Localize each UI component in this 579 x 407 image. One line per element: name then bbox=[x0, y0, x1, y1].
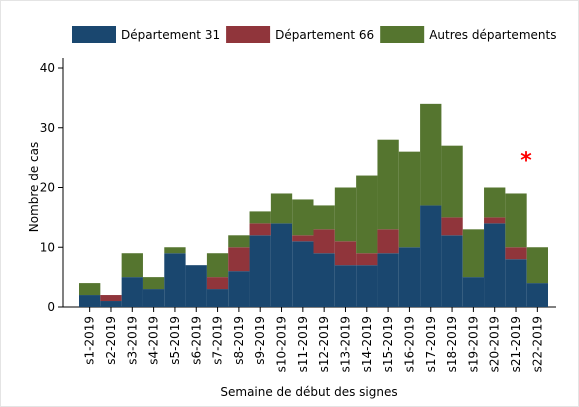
x-tick-label: s19-2019 bbox=[466, 316, 480, 372]
bar-segment bbox=[79, 283, 101, 296]
bar-segment bbox=[164, 247, 186, 254]
bar-segment bbox=[334, 241, 357, 266]
bar-segment bbox=[356, 175, 378, 254]
bar-segment bbox=[228, 247, 250, 272]
bar-segment bbox=[398, 247, 421, 307]
bar-segment bbox=[334, 187, 357, 242]
legend-swatch bbox=[72, 26, 116, 43]
bar-segment bbox=[185, 265, 207, 307]
x-tick-label: s1-2019 bbox=[83, 316, 97, 365]
bar-segment bbox=[313, 253, 335, 307]
legend-swatch bbox=[226, 26, 271, 43]
bar-segment bbox=[100, 301, 122, 307]
annotation: * bbox=[520, 149, 532, 174]
bar-segment bbox=[526, 283, 548, 307]
x-tick-label: s14-2019 bbox=[360, 316, 374, 372]
bar-segment bbox=[270, 193, 293, 224]
bar-segment bbox=[100, 295, 122, 302]
x-tick-label: s12-2019 bbox=[317, 316, 331, 372]
bar-segment bbox=[505, 247, 527, 260]
bar-segment bbox=[505, 259, 527, 307]
bar-segment bbox=[292, 241, 314, 307]
bar-segment bbox=[142, 277, 165, 290]
bar-segment bbox=[377, 229, 399, 254]
y-tick-label: 10 bbox=[40, 240, 55, 254]
bar-segment bbox=[398, 151, 421, 248]
bar-segment bbox=[228, 235, 250, 248]
bar-segment bbox=[462, 229, 485, 278]
bar-segment bbox=[441, 217, 463, 236]
bar-segment bbox=[420, 103, 442, 206]
bar-segment bbox=[249, 211, 271, 224]
x-tick-label: s22-2019 bbox=[530, 316, 544, 372]
x-tick-label: s8-2019 bbox=[232, 316, 246, 365]
bar-segment bbox=[313, 205, 335, 230]
bar-segment bbox=[441, 145, 463, 218]
legend-label: Autres départements bbox=[429, 28, 556, 42]
x-tick-label: s10-2019 bbox=[275, 316, 289, 372]
bar-segment bbox=[484, 217, 506, 224]
legend-label: Département 31 bbox=[121, 28, 220, 42]
x-tick-label: s7-2019 bbox=[211, 316, 225, 365]
bar-segment bbox=[356, 253, 378, 266]
x-tick-label: s13-2019 bbox=[338, 316, 352, 372]
bar-segment bbox=[377, 139, 399, 230]
x-tick-label: s5-2019 bbox=[168, 316, 182, 365]
x-tick-label: s4-2019 bbox=[147, 316, 161, 365]
y-tick-label: 0 bbox=[47, 300, 55, 314]
x-tick-label: s21-2019 bbox=[509, 316, 523, 372]
legend-swatch bbox=[380, 26, 425, 43]
y-tick-label: 20 bbox=[40, 181, 55, 195]
bar-segment bbox=[270, 223, 293, 307]
bar-segment bbox=[313, 229, 335, 254]
bar-segment bbox=[420, 205, 442, 307]
bar-segment bbox=[142, 289, 165, 307]
bar-segment bbox=[206, 253, 229, 278]
bar-segment bbox=[228, 271, 250, 307]
bar-segment bbox=[462, 277, 485, 307]
x-tick-label: s11-2019 bbox=[296, 316, 310, 372]
bar-segment bbox=[484, 223, 506, 307]
x-tick-label: s16-2019 bbox=[402, 316, 416, 372]
x-tick-label: s15-2019 bbox=[381, 316, 395, 372]
bar-segment bbox=[334, 265, 357, 307]
x-tick-label: s3-2019 bbox=[125, 316, 139, 365]
legend-label: Département 66 bbox=[275, 28, 374, 42]
x-tick-label: s17-2019 bbox=[424, 316, 438, 372]
bar-segment bbox=[505, 193, 527, 248]
x-tick-label: s20-2019 bbox=[488, 316, 502, 372]
bar-segment bbox=[206, 289, 229, 307]
x-tick-label: s6-2019 bbox=[189, 316, 203, 365]
bar-segment bbox=[377, 253, 399, 307]
bar-segment bbox=[249, 235, 271, 307]
bar-segment bbox=[164, 253, 186, 307]
y-tick-label: 40 bbox=[40, 61, 55, 75]
bar-segment bbox=[292, 199, 314, 236]
y-axis-label: Nombre de cas bbox=[27, 142, 41, 233]
bar-segment bbox=[121, 253, 143, 278]
y-tick-label: 30 bbox=[40, 121, 55, 135]
bar-segment bbox=[79, 295, 101, 307]
bar-segment bbox=[292, 235, 314, 242]
bar-segment bbox=[206, 277, 229, 290]
bar-segment bbox=[526, 247, 548, 284]
bar-segment bbox=[356, 265, 378, 307]
x-tick-label: s18-2019 bbox=[445, 316, 459, 372]
bar-segment bbox=[484, 187, 506, 218]
bar-segment bbox=[249, 223, 271, 236]
x-tick-label: s2-2019 bbox=[104, 316, 118, 365]
bar-segment bbox=[441, 235, 463, 307]
bar-segment bbox=[121, 277, 143, 307]
x-tick-label: s9-2019 bbox=[253, 316, 267, 365]
x-axis-label: Semaine de début des signes bbox=[220, 385, 397, 399]
